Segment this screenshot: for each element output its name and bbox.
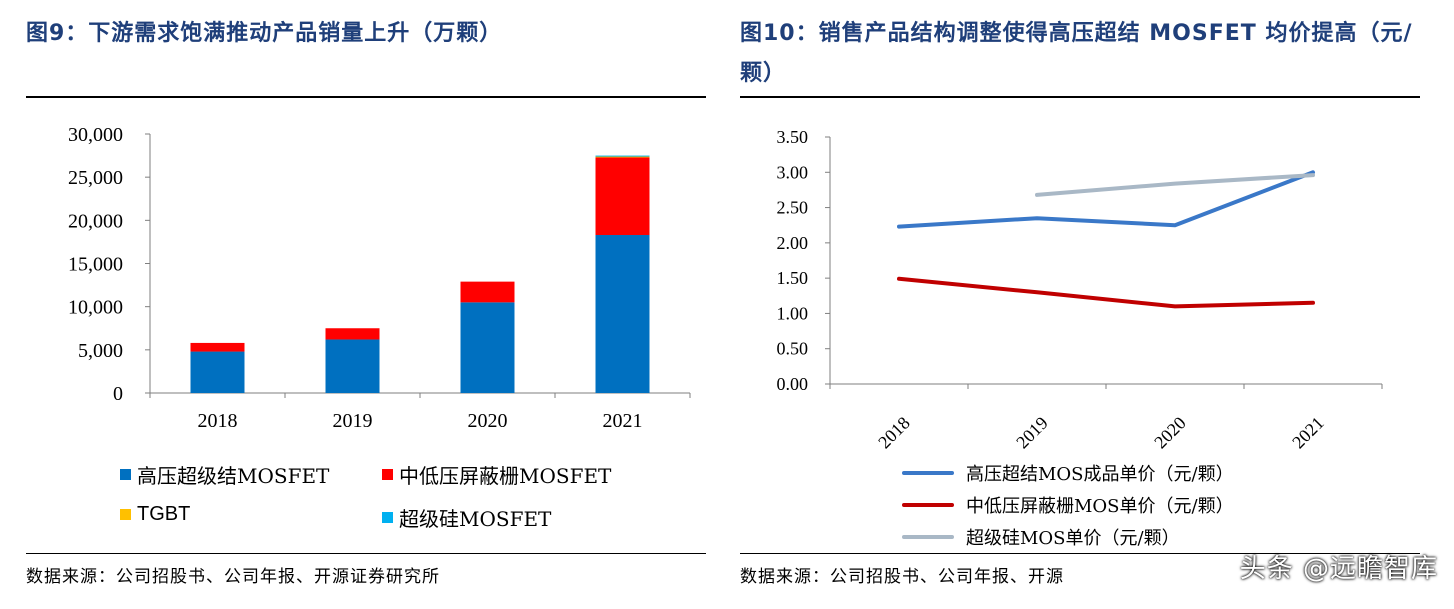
legend-label: 超级硅MOS单价（元/颗） — [966, 528, 1180, 549]
bar-segment — [325, 328, 380, 340]
legend-line — [902, 535, 954, 539]
bar-segment — [190, 351, 245, 393]
y-tick-label: 1.00 — [777, 303, 809, 323]
y-tick-label: 0.00 — [777, 374, 809, 394]
y-tick-label: 2.00 — [777, 233, 809, 253]
series-line — [897, 276, 1315, 309]
watermark-text: 头条 @远瞻智库 — [1239, 554, 1438, 584]
x-tick-label: 2018 — [874, 413, 914, 453]
right-source-text: 数据来源：公司招股书、公司年报、开源 — [740, 567, 1064, 587]
legend-item-tgbt: TGBT — [120, 503, 190, 526]
legend-swatch — [120, 469, 131, 480]
right-source-rule — [740, 553, 1420, 554]
legend-swatch — [120, 509, 131, 520]
bar-segment — [595, 157, 650, 236]
right-chart-title: 图10：销售产品结构调整使得高压超结 MOSFET 均价提高（元/颗） — [740, 21, 1413, 86]
x-tick-label: 2018 — [198, 410, 238, 432]
bar-segment — [595, 235, 650, 393]
y-tick-label: 10,000 — [68, 297, 123, 319]
y-tick-label: 1.50 — [777, 268, 809, 288]
legend-line — [902, 503, 954, 507]
y-tick-label: 3.50 — [777, 127, 809, 147]
legend-swatch — [382, 512, 393, 523]
bar-segment — [595, 156, 650, 158]
bar-segment — [460, 281, 515, 303]
legend-item-super-silicon: 超级硅MOSFET — [382, 503, 551, 532]
bar-segment — [460, 302, 515, 393]
bar-segment — [595, 155, 650, 157]
left-source-rule — [26, 553, 706, 554]
legend-label: 高压超级结MOSFET — [137, 464, 330, 488]
y-tick-label: 0.50 — [777, 339, 809, 359]
x-tick-label: 2021 — [603, 410, 643, 432]
legend-line — [902, 471, 954, 475]
y-tick-label: 25,000 — [68, 167, 123, 189]
y-tick-label: 2.50 — [777, 198, 809, 218]
bar-segment — [190, 342, 245, 352]
series-line — [1035, 173, 1315, 197]
y-tick-label: 3.00 — [777, 162, 809, 182]
series-line — [897, 170, 1315, 229]
right-title-rule — [740, 96, 1420, 98]
y-tick-label: 20,000 — [68, 210, 123, 232]
x-tick-label: 2020 — [1150, 413, 1190, 453]
x-tick-label: 2020 — [468, 410, 508, 432]
legend-item-high-voltage: 高压超级结MOSFET — [120, 460, 329, 489]
bar-segment — [325, 339, 380, 393]
legend-label: 高压超结MOS成品单价（元/颗） — [966, 464, 1234, 485]
legend-label: 超级硅MOSFET — [399, 507, 552, 531]
x-tick-label: 2021 — [1288, 413, 1328, 453]
y-tick-label: 15,000 — [68, 254, 123, 276]
bar-chart: 0 5,000 10,000 15,000 20,000 25,000 30,000 2018… — [68, 124, 691, 432]
right-chart-panel: 图10：销售产品结构调整使得高压超结 MOSFET 均价提高（元/颗） 0.00… — [738, 0, 1454, 609]
legend-swatch — [382, 469, 393, 480]
legend-item-mid-low-price: 中低压屏蔽栅MOS单价（元/颗） — [902, 492, 1234, 518]
y-tick-label: 0 — [113, 383, 123, 405]
x-tick-label: 2019 — [333, 410, 373, 432]
left-title-rule — [26, 96, 706, 98]
left-chart-title: 图9：下游需求饱满推动产品销量上升（万颗） — [26, 21, 503, 46]
legend-label: TGBT — [137, 503, 191, 525]
legend-label: 中低压屏蔽栅MOSFET — [399, 464, 612, 488]
legend-item-mid-low-voltage: 中低压屏蔽栅MOSFET — [382, 460, 611, 489]
x-tick-label: 2019 — [1012, 413, 1052, 453]
y-tick-label: 5,000 — [78, 340, 123, 362]
legend-label: 中低压屏蔽栅MOS单价（元/颗） — [966, 496, 1234, 517]
legend-item-super-silicon-price: 超级硅MOS单价（元/颗） — [902, 524, 1180, 550]
left-source-text: 数据来源：公司招股书、公司年报、开源证券研究所 — [26, 567, 440, 587]
left-chart-panel: 图9：下游需求饱满推动产品销量上升（万颗） 0 5,000 10,000 15,000… — [0, 0, 712, 609]
legend-item-high-voltage-price: 高压超结MOS成品单价（元/颗） — [902, 460, 1234, 486]
line-chart: 0.00 0.50 1.00 1.50 2.00 2.50 3.00 3.50 2018 2019… — [777, 127, 1383, 453]
y-tick-label: 30,000 — [68, 124, 123, 146]
